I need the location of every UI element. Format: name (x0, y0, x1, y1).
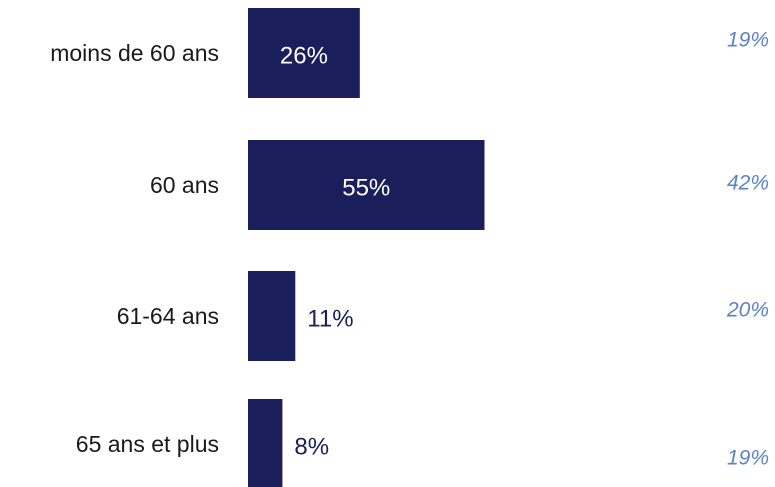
bar-value-label: 8% (294, 434, 329, 461)
comparison-value-label: 20% (726, 299, 769, 322)
category-label: moins de 60 ans (50, 40, 219, 66)
category-label: 61-64 ans (117, 303, 219, 329)
comparison-value-label: 42% (727, 172, 769, 195)
bar (248, 271, 296, 361)
bar (248, 399, 283, 487)
comparison-value-label: 19% (727, 29, 769, 52)
bar-value-label: 26% (280, 43, 328, 70)
category-label: 60 ans (150, 172, 219, 198)
bar-value-label: 55% (342, 175, 390, 202)
bar (248, 8, 360, 98)
comparison-value-label: 19% (727, 447, 769, 470)
bar-value-label: 11% (307, 306, 353, 333)
category-label: 65 ans et plus (76, 431, 219, 457)
bar (248, 140, 485, 230)
